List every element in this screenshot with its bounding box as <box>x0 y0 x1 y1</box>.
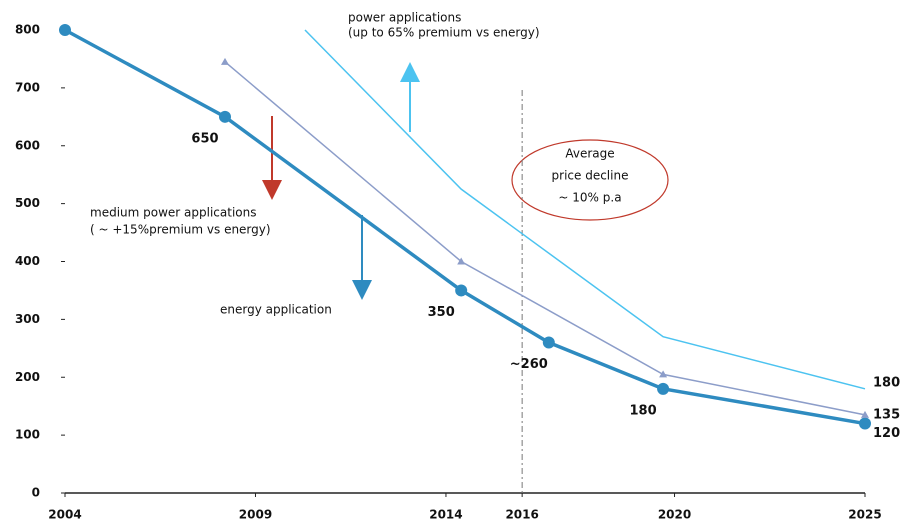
marker <box>221 57 229 65</box>
y-tick-label: 500 <box>15 196 40 210</box>
x-tick-label: 2016 <box>505 508 538 522</box>
value-label: 180 <box>630 403 657 418</box>
x-tick-label: 2014 <box>429 508 462 522</box>
y-tick-label: 800 <box>15 23 40 37</box>
marker <box>659 370 668 378</box>
y-tick-label: 100 <box>15 428 40 442</box>
marker <box>657 382 670 395</box>
annotation: ( ~ +15%premium vs energy) <box>90 223 271 237</box>
x-tick-label: 2020 <box>658 508 691 522</box>
value-label: ~260 <box>510 357 548 372</box>
annotation: Average <box>565 147 614 161</box>
y-tick-label: 300 <box>15 312 40 326</box>
y-tick-label: 400 <box>15 254 40 268</box>
y-tick-label: 200 <box>15 370 40 384</box>
x-tick-label: 2004 <box>48 508 81 522</box>
value-label: 120 <box>873 426 900 441</box>
marker <box>219 110 231 123</box>
value-label: 350 <box>428 305 455 320</box>
marker <box>861 410 869 418</box>
callout-ellipse <box>511 139 669 221</box>
x-tick-label: 2009 <box>239 508 272 522</box>
y-tick-label: 700 <box>15 80 40 94</box>
marker <box>455 284 468 297</box>
y-tick-label: 600 <box>15 138 40 152</box>
x-tick-label: 2025 <box>848 508 881 522</box>
line <box>304 29 866 390</box>
annotation: energy application <box>220 303 332 317</box>
value-label: 650 <box>191 131 218 146</box>
annotation: (up to 65% premium vs energy) <box>348 26 540 40</box>
line <box>224 61 866 416</box>
annotation: price decline <box>552 169 629 183</box>
line <box>64 28 866 426</box>
marker <box>59 24 71 36</box>
value-label: 135 <box>873 407 900 422</box>
value-label: 180 <box>873 375 900 390</box>
annotation: medium power applications <box>90 206 256 220</box>
marker <box>457 257 466 265</box>
marker <box>542 336 555 349</box>
y-tick-label: 0 <box>32 486 40 500</box>
annotation: ~ 10% p.a <box>558 191 621 205</box>
annotation: power applications <box>348 11 461 25</box>
marker <box>859 417 871 430</box>
